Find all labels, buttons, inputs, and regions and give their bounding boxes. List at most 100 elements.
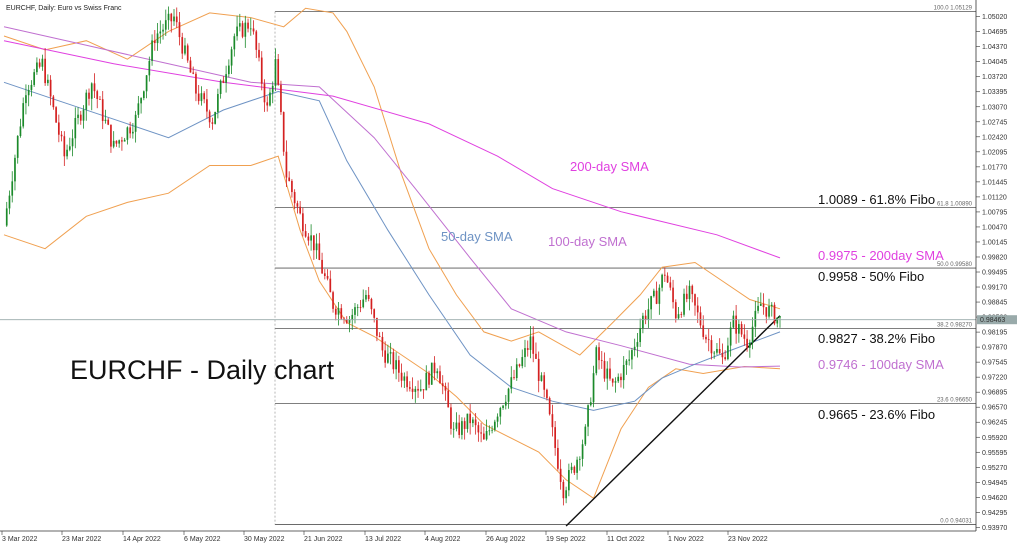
candle-bear [554,427,557,448]
candle-bull [779,316,781,318]
y-tick-label: 1.01445 [982,179,1007,186]
candle-bear [532,336,535,354]
candle-bull [82,109,85,121]
candle-bull [729,327,732,346]
annotation-100sma: 0.9746 - 100day SMA [818,357,944,372]
candle-bear [620,376,622,381]
y-tick-label: 0.99820 [982,254,1007,261]
candle-bull [642,315,644,329]
candle-bear [669,282,672,288]
x-tick-label: 26 Aug 2022 [486,536,525,543]
candle-bear [121,140,123,142]
candle-bear [707,339,710,341]
candle-bull [759,303,762,306]
fibo-label: 50.0 0.99580 [937,262,973,268]
candle-bull [732,315,735,328]
candle-bull [68,146,71,150]
candle-bull [768,306,770,317]
candle-bear [463,421,466,429]
candle-bull [351,314,354,320]
y-tick-label: 0.93970 [982,525,1007,532]
candle-bull [142,91,145,99]
candle-bull [606,368,609,379]
candle-bear [765,307,768,317]
candle-bear [260,57,263,84]
candle-bull [524,348,526,358]
candle-bear [411,388,414,392]
candle-bull [570,466,573,471]
fibo-label: 38.2 0.98270 [937,323,973,329]
candle-bull [151,40,153,61]
candle-bear [447,390,450,408]
candle-bear [49,79,52,97]
candle-bull [507,388,510,402]
candle-bear [373,309,376,318]
candle-bull [126,127,129,140]
candle-bear [38,62,41,67]
label-50sma: 50-day SMA [441,229,513,244]
candle-bear [329,278,332,293]
candle-bull [436,371,439,374]
candle-bull [713,352,716,354]
candle-bull [227,65,230,75]
y-tick-label: 1.00470 [982,224,1007,231]
big-title: EURCHF - Daily chart [70,355,335,385]
y-tick-label: 1.01120 [982,194,1007,201]
candle-bull [315,243,318,251]
candle-bull [716,349,718,353]
candle-bear [107,119,110,125]
candle-bear [655,290,658,304]
candle-bull [650,296,652,310]
y-tick-label: 0.95920 [982,435,1007,442]
annotation-200sma: 0.9975 - 200day SMA [818,248,944,263]
candle-bear [206,99,208,112]
y-tick-label: 0.94945 [982,480,1007,487]
candle-bull [162,29,164,32]
candle-bear [644,315,647,320]
y-tick-label: 1.00145 [982,239,1007,246]
candle-bear [285,151,288,178]
candle-bull [540,375,543,381]
candle-bull [414,388,417,392]
candle-bear [562,481,565,499]
candle-bear [304,231,307,237]
candle-bull [504,401,507,406]
candle-bull [274,59,277,86]
x-tick-label: 4 Aug 2022 [425,536,461,543]
candle-bear [548,398,551,415]
candle-bear [55,107,57,123]
candle-bear [762,303,765,308]
candle-bear [518,364,521,367]
candle-bear [406,376,408,388]
candle-bear [88,92,90,99]
candle-bull [5,208,8,226]
candle-bull [754,310,757,327]
candle-bear [323,273,326,276]
label-200sma: 200-day SMA [570,159,649,174]
candle-bear [398,360,400,373]
candle-bull [356,307,359,308]
x-tick-label: 23 Mar 2022 [62,536,101,543]
candle-bear [392,352,395,370]
candle-bear [326,275,329,279]
candle-bull [230,49,233,66]
candle-bear [417,388,419,391]
candle-bull [74,117,77,139]
candle-bull [499,408,502,417]
candle-bear [178,22,181,38]
candle-bull [485,431,488,440]
candle-bull [238,23,241,27]
candle-bear [721,353,724,358]
candle-bull [156,33,159,44]
candle-bull [214,111,216,124]
candle-bear [773,304,776,324]
candle-bear [433,362,436,374]
candle-bear [691,285,694,295]
y-tick-label: 0.98195 [982,330,1007,337]
y-tick-label: 0.94295 [982,510,1007,517]
candle-bear [694,294,696,306]
fibonacci-levels: 100.0 1.05129 61.8 1.00890 50.0 0.99580 38.… [274,6,976,525]
candle-bull [455,422,458,429]
candle-bear [195,73,197,94]
candle-bull [496,416,499,422]
